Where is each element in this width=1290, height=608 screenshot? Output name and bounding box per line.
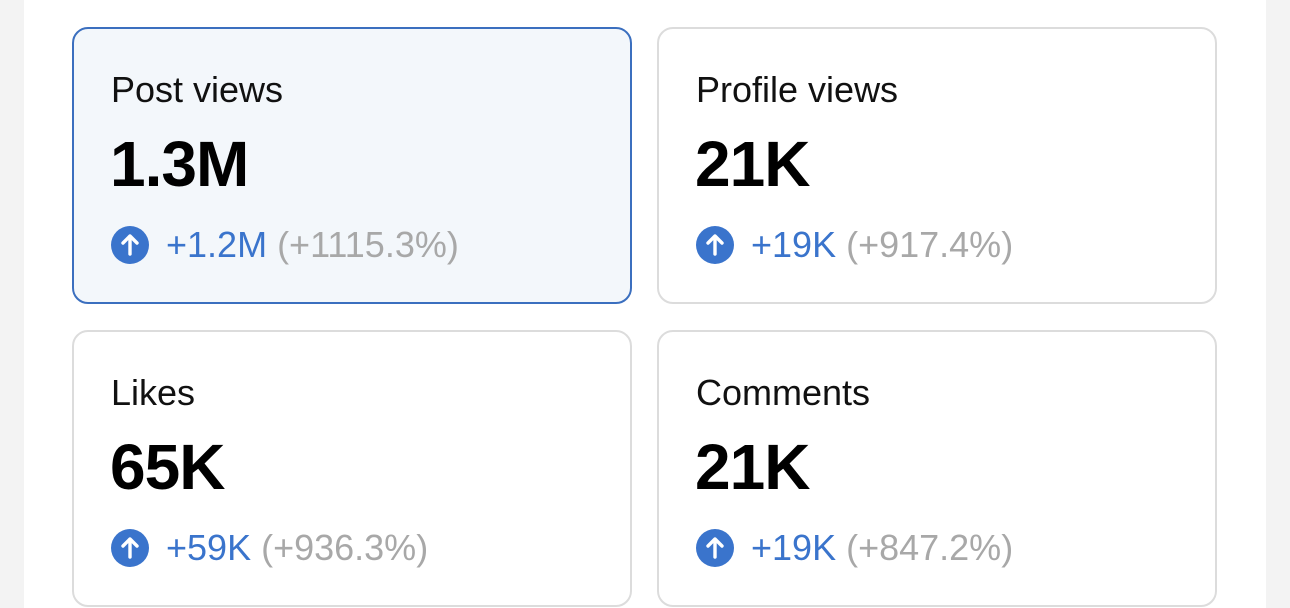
stat-card[interactable]: Profile views 21K +19K (+917.4%)	[657, 27, 1217, 304]
stats-panel: Post views 1.3M +1.2M (+1115.3%) Profile vie…	[24, 0, 1266, 608]
change-amount: +19K	[751, 224, 837, 265]
change-percent: (+847.2%)	[846, 527, 1014, 568]
change-row: +19K (+917.4%)	[695, 224, 1014, 265]
stat-card[interactable]: Post views 1.3M +1.2M (+1115.3%)	[72, 27, 632, 304]
up-arrow-icon	[111, 529, 149, 567]
card-title: Comments	[696, 372, 871, 413]
card-value: 21K	[695, 431, 810, 503]
card-value: 65K	[110, 431, 225, 503]
card-title: Profile views	[696, 69, 899, 110]
up-arrow-icon	[696, 529, 734, 567]
change-amount: +59K	[166, 527, 252, 568]
up-arrow-icon	[696, 226, 734, 264]
card-value: 21K	[695, 128, 810, 200]
card-value: 1.3M	[110, 128, 249, 200]
change-percent: (+1115.3%)	[277, 224, 459, 265]
stat-card[interactable]: Comments 21K +19K (+847.2%)	[657, 330, 1217, 607]
card-title: Post views	[111, 69, 284, 110]
change-amount: +19K	[751, 527, 837, 568]
up-arrow-icon	[111, 226, 149, 264]
change-row: +1.2M (+1115.3%)	[110, 224, 459, 265]
change-row: +59K (+936.3%)	[110, 527, 429, 568]
change-row: +19K (+847.2%)	[695, 527, 1014, 568]
change-amount: +1.2M	[166, 224, 268, 265]
stat-card[interactable]: Likes 65K +59K (+936.3%)	[72, 330, 632, 607]
card-title: Likes	[111, 372, 196, 413]
change-percent: (+917.4%)	[846, 224, 1014, 265]
change-percent: (+936.3%)	[261, 527, 429, 568]
